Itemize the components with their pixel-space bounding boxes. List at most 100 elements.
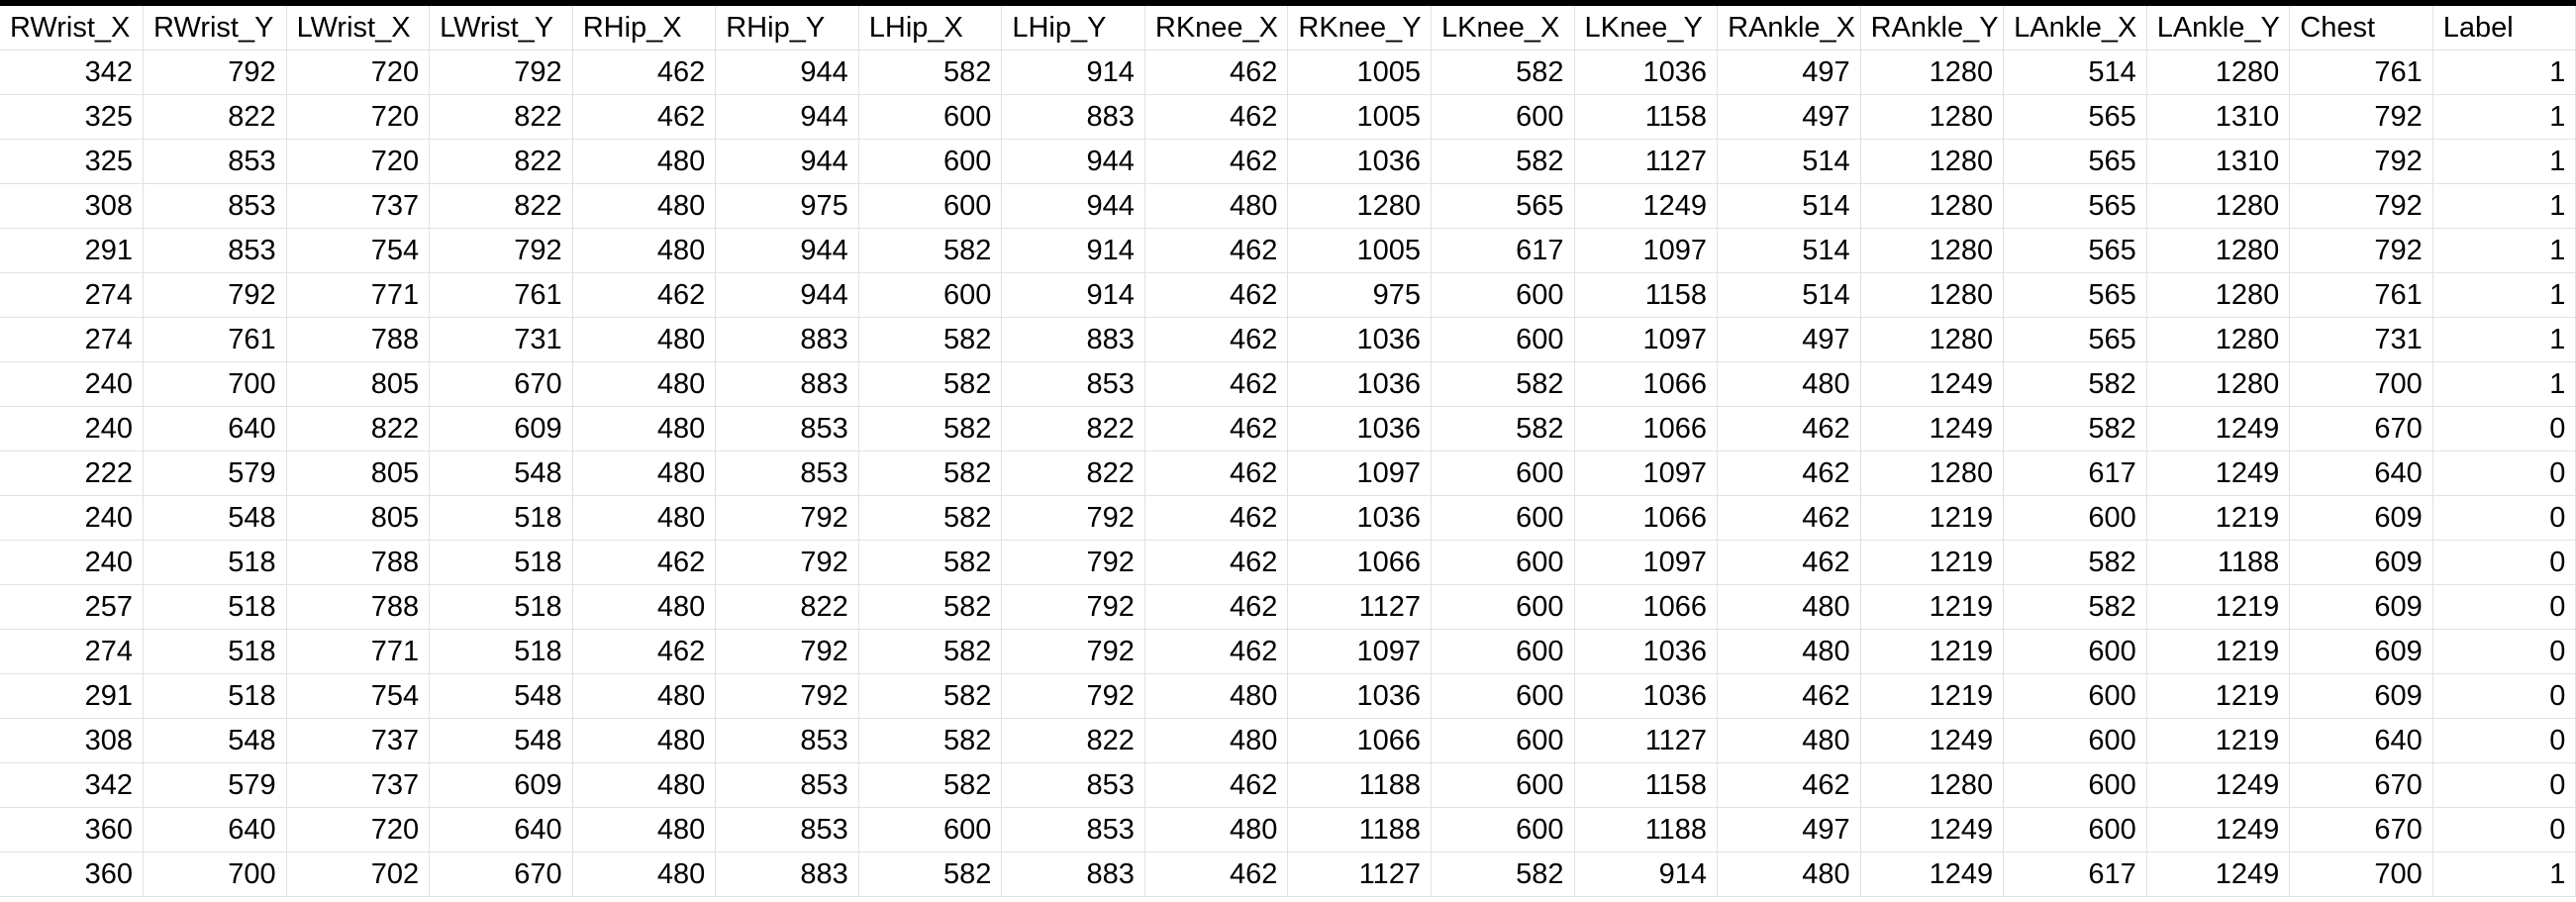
table-cell[interactable]: 600 xyxy=(858,272,1003,318)
table-cell[interactable]: 582 xyxy=(2003,540,2147,585)
table-cell[interactable]: 480 xyxy=(572,139,717,184)
table-cell[interactable]: 600 xyxy=(2003,762,2147,808)
table-cell[interactable]: 1036 xyxy=(1574,629,1719,674)
table-cell[interactable]: 462 xyxy=(1144,629,1289,674)
table-cell[interactable]: 805 xyxy=(286,361,431,407)
table-cell[interactable]: 462 xyxy=(1717,673,1861,719)
table-cell[interactable]: 1219 xyxy=(1860,629,2005,674)
table-cell[interactable]: 792 xyxy=(429,228,573,273)
table-cell[interactable]: 792 xyxy=(2289,94,2433,140)
table-cell[interactable]: 609 xyxy=(429,406,573,451)
table-cell[interactable]: 1036 xyxy=(1287,317,1432,362)
table-cell[interactable]: 462 xyxy=(1717,540,1861,585)
table-cell[interactable]: 1 xyxy=(2432,852,2576,897)
table-cell[interactable]: 640 xyxy=(429,807,573,852)
table-cell[interactable]: 944 xyxy=(1001,183,1145,229)
table-cell[interactable]: 480 xyxy=(1144,807,1289,852)
column-header[interactable]: LHip_X xyxy=(858,6,1003,50)
column-header[interactable]: RHip_Y xyxy=(715,6,859,50)
table-cell[interactable]: 792 xyxy=(1001,584,1145,630)
table-cell[interactable]: 1127 xyxy=(1287,584,1432,630)
table-cell[interactable]: 600 xyxy=(1431,317,1575,362)
table-cell[interactable]: 1005 xyxy=(1287,50,1432,95)
table-cell[interactable]: 805 xyxy=(286,451,431,496)
table-cell[interactable]: 548 xyxy=(143,495,287,541)
table-cell[interactable]: 853 xyxy=(143,228,287,273)
table-cell[interactable]: 548 xyxy=(429,673,573,719)
table-cell[interactable]: 462 xyxy=(1144,406,1289,451)
table-cell[interactable]: 822 xyxy=(1001,406,1145,451)
table-cell[interactable]: 1280 xyxy=(1860,94,2005,140)
table-cell[interactable]: 617 xyxy=(2003,852,2147,897)
table-cell[interactable]: 480 xyxy=(1144,183,1289,229)
table-cell[interactable]: 600 xyxy=(1431,451,1575,496)
table-cell[interactable]: 792 xyxy=(2289,139,2433,184)
table-cell[interactable]: 462 xyxy=(1717,406,1861,451)
table-cell[interactable]: 291 xyxy=(0,673,145,719)
table-cell[interactable]: 518 xyxy=(143,540,287,585)
table-cell[interactable]: 582 xyxy=(858,361,1003,407)
table-cell[interactable]: 670 xyxy=(429,852,573,897)
table-cell[interactable]: 518 xyxy=(429,629,573,674)
table-cell[interactable]: 600 xyxy=(858,94,1003,140)
table-cell[interactable]: 1219 xyxy=(2146,718,2291,763)
table-cell[interactable]: 497 xyxy=(1717,50,1861,95)
table-cell[interactable]: 462 xyxy=(572,94,717,140)
table-cell[interactable]: 1280 xyxy=(2146,228,2291,273)
table-cell[interactable]: 480 xyxy=(1717,584,1861,630)
table-cell[interactable]: 1219 xyxy=(1860,495,2005,541)
column-header[interactable]: Label xyxy=(2432,6,2576,50)
table-cell[interactable]: 1219 xyxy=(1860,584,2005,630)
table-cell[interactable]: 1280 xyxy=(1860,317,2005,362)
table-cell[interactable]: 582 xyxy=(2003,361,2147,407)
table-cell[interactable]: 1188 xyxy=(1574,807,1719,852)
table-cell[interactable]: 944 xyxy=(715,272,859,318)
table-cell[interactable]: 853 xyxy=(715,718,859,763)
table-cell[interactable]: 792 xyxy=(2289,183,2433,229)
column-header[interactable]: RAnkle_X xyxy=(1717,6,1861,50)
table-cell[interactable]: 240 xyxy=(0,540,145,585)
table-cell[interactable]: 1310 xyxy=(2146,139,2291,184)
table-cell[interactable]: 518 xyxy=(143,673,287,719)
table-cell[interactable]: 480 xyxy=(1717,718,1861,763)
table-cell[interactable]: 1036 xyxy=(1287,673,1432,719)
table-cell[interactable]: 462 xyxy=(1717,451,1861,496)
table-cell[interactable]: 462 xyxy=(572,272,717,318)
table-cell[interactable]: 720 xyxy=(286,94,431,140)
column-header[interactable]: LAnkle_X xyxy=(2003,6,2147,50)
table-cell[interactable]: 518 xyxy=(143,629,287,674)
table-cell[interactable]: 480 xyxy=(572,495,717,541)
table-cell[interactable]: 480 xyxy=(572,183,717,229)
table-cell[interactable]: 582 xyxy=(858,50,1003,95)
table-cell[interactable]: 1158 xyxy=(1574,272,1719,318)
table-cell[interactable]: 1219 xyxy=(2146,629,2291,674)
table-cell[interactable]: 792 xyxy=(1001,673,1145,719)
table-cell[interactable]: 582 xyxy=(858,852,1003,897)
table-cell[interactable]: 1188 xyxy=(1287,807,1432,852)
table-cell[interactable]: 853 xyxy=(715,451,859,496)
table-cell[interactable]: 1158 xyxy=(1574,762,1719,808)
table-cell[interactable]: 518 xyxy=(429,540,573,585)
table-cell[interactable]: 853 xyxy=(1001,762,1145,808)
table-cell[interactable]: 582 xyxy=(858,718,1003,763)
table-cell[interactable]: 771 xyxy=(286,272,431,318)
table-cell[interactable]: 1219 xyxy=(2146,673,2291,719)
table-cell[interactable]: 1219 xyxy=(1860,540,2005,585)
table-cell[interactable]: 792 xyxy=(2289,228,2433,273)
table-cell[interactable]: 1280 xyxy=(1860,183,2005,229)
table-cell[interactable]: 480 xyxy=(572,718,717,763)
table-cell[interactable]: 1249 xyxy=(2146,406,2291,451)
table-cell[interactable]: 1249 xyxy=(2146,762,2291,808)
table-cell[interactable]: 0 xyxy=(2432,762,2576,808)
table-cell[interactable]: 600 xyxy=(1431,718,1575,763)
table-cell[interactable]: 514 xyxy=(1717,139,1861,184)
table-cell[interactable]: 600 xyxy=(1431,94,1575,140)
table-cell[interactable]: 0 xyxy=(2432,629,2576,674)
table-cell[interactable]: 514 xyxy=(1717,183,1861,229)
table-cell[interactable]: 883 xyxy=(1001,852,1145,897)
table-cell[interactable]: 582 xyxy=(858,673,1003,719)
column-header[interactable]: RAnkle_Y xyxy=(1860,6,2005,50)
column-header[interactable]: LAnkle_Y xyxy=(2146,6,2291,50)
table-cell[interactable]: 1249 xyxy=(2146,852,2291,897)
table-cell[interactable]: 1 xyxy=(2432,94,2576,140)
